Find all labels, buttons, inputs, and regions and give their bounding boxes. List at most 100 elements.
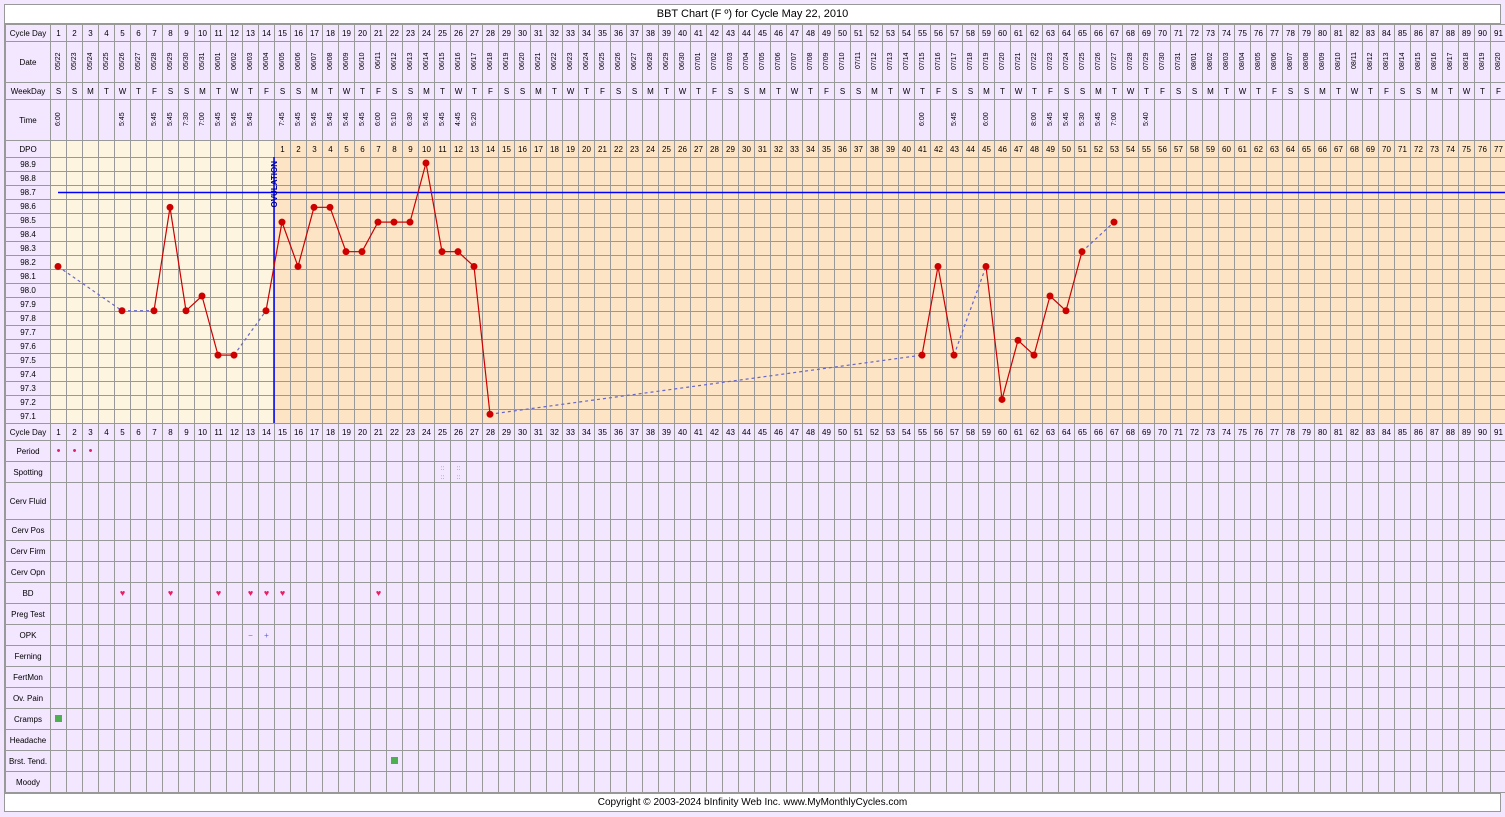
- cell: [99, 730, 115, 751]
- cell: [851, 340, 867, 354]
- cell: [1379, 284, 1395, 298]
- cell: [179, 141, 195, 158]
- cell: 38: [867, 141, 883, 158]
- cell: M: [643, 83, 659, 100]
- cell: [691, 368, 707, 382]
- cell: [1027, 270, 1043, 284]
- cell: [163, 396, 179, 410]
- cell: [867, 382, 883, 396]
- cell: [627, 242, 643, 256]
- cell: [403, 354, 419, 368]
- cell: [691, 312, 707, 326]
- cell: [243, 228, 259, 242]
- cell: [1443, 667, 1459, 688]
- cell: [1187, 340, 1203, 354]
- cell: [483, 583, 499, 604]
- cell: [355, 583, 371, 604]
- cell: [1235, 541, 1251, 562]
- cell: [659, 312, 675, 326]
- cell: [1027, 396, 1043, 410]
- cell: [707, 772, 723, 793]
- cell: [563, 410, 579, 424]
- cell: [1283, 200, 1299, 214]
- cell: [1251, 688, 1267, 709]
- cell: 64: [1059, 25, 1075, 42]
- cell: [595, 667, 611, 688]
- cell: [531, 410, 547, 424]
- cell: [147, 354, 163, 368]
- cell: 53: [883, 424, 899, 441]
- cell: [83, 410, 99, 424]
- cell: [403, 298, 419, 312]
- cell: 05/31: [195, 42, 211, 83]
- cell: [419, 214, 435, 228]
- cell: 90: [1475, 25, 1491, 42]
- cell: W: [451, 83, 467, 100]
- cell: 14: [259, 25, 275, 42]
- cell: [915, 340, 931, 354]
- cell: [99, 462, 115, 483]
- row-label: 97.5: [6, 354, 51, 368]
- cell: [1283, 583, 1299, 604]
- cell: [403, 396, 419, 410]
- cell: 2: [67, 424, 83, 441]
- cell: [723, 340, 739, 354]
- cell: [627, 270, 643, 284]
- cell: [883, 410, 899, 424]
- cell: [1235, 326, 1251, 340]
- cell: [1363, 410, 1379, 424]
- cell: [979, 730, 995, 751]
- cell: [803, 441, 819, 462]
- cell: [1379, 214, 1395, 228]
- cell: T: [1027, 83, 1043, 100]
- cell: 16: [515, 141, 531, 158]
- cell: 80: [1315, 25, 1331, 42]
- cell: 08/15: [1411, 42, 1427, 83]
- cell: [1059, 604, 1075, 625]
- cell: [531, 730, 547, 751]
- cell: [1155, 462, 1171, 483]
- row-label: 97.1: [6, 410, 51, 424]
- cell: 06/30: [675, 42, 691, 83]
- cell: [707, 562, 723, 583]
- cell: [307, 354, 323, 368]
- row-label: Brst. Tend.: [6, 751, 51, 772]
- cell: [1443, 186, 1459, 200]
- cell: [771, 172, 787, 186]
- cell: [1331, 730, 1347, 751]
- cell: [483, 326, 499, 340]
- cell: [1267, 354, 1283, 368]
- cell: [323, 172, 339, 186]
- cell: [211, 396, 227, 410]
- cell: [547, 100, 563, 141]
- cell: [627, 441, 643, 462]
- cell: [915, 441, 931, 462]
- cell: [1475, 172, 1491, 186]
- cell: [467, 730, 483, 751]
- cell: [275, 340, 291, 354]
- cell: S: [179, 83, 195, 100]
- cell: [403, 284, 419, 298]
- cell: [1043, 709, 1059, 730]
- cell: [1411, 520, 1427, 541]
- cell: [803, 562, 819, 583]
- cell: [1251, 751, 1267, 772]
- cell: [787, 340, 803, 354]
- cell: 61: [1011, 25, 1027, 42]
- cell: [723, 709, 739, 730]
- cell: [1219, 562, 1235, 583]
- cell: [899, 172, 915, 186]
- cell: [51, 646, 67, 667]
- cell: [755, 200, 771, 214]
- cell: [611, 284, 627, 298]
- cell: [723, 667, 739, 688]
- cell: [1123, 100, 1139, 141]
- cell: [1043, 625, 1059, 646]
- cell: [931, 368, 947, 382]
- cell: [339, 709, 355, 730]
- cell: 44: [963, 141, 979, 158]
- cell: [979, 462, 995, 483]
- cell: [259, 100, 275, 141]
- cell: [547, 256, 563, 270]
- cell: [371, 562, 387, 583]
